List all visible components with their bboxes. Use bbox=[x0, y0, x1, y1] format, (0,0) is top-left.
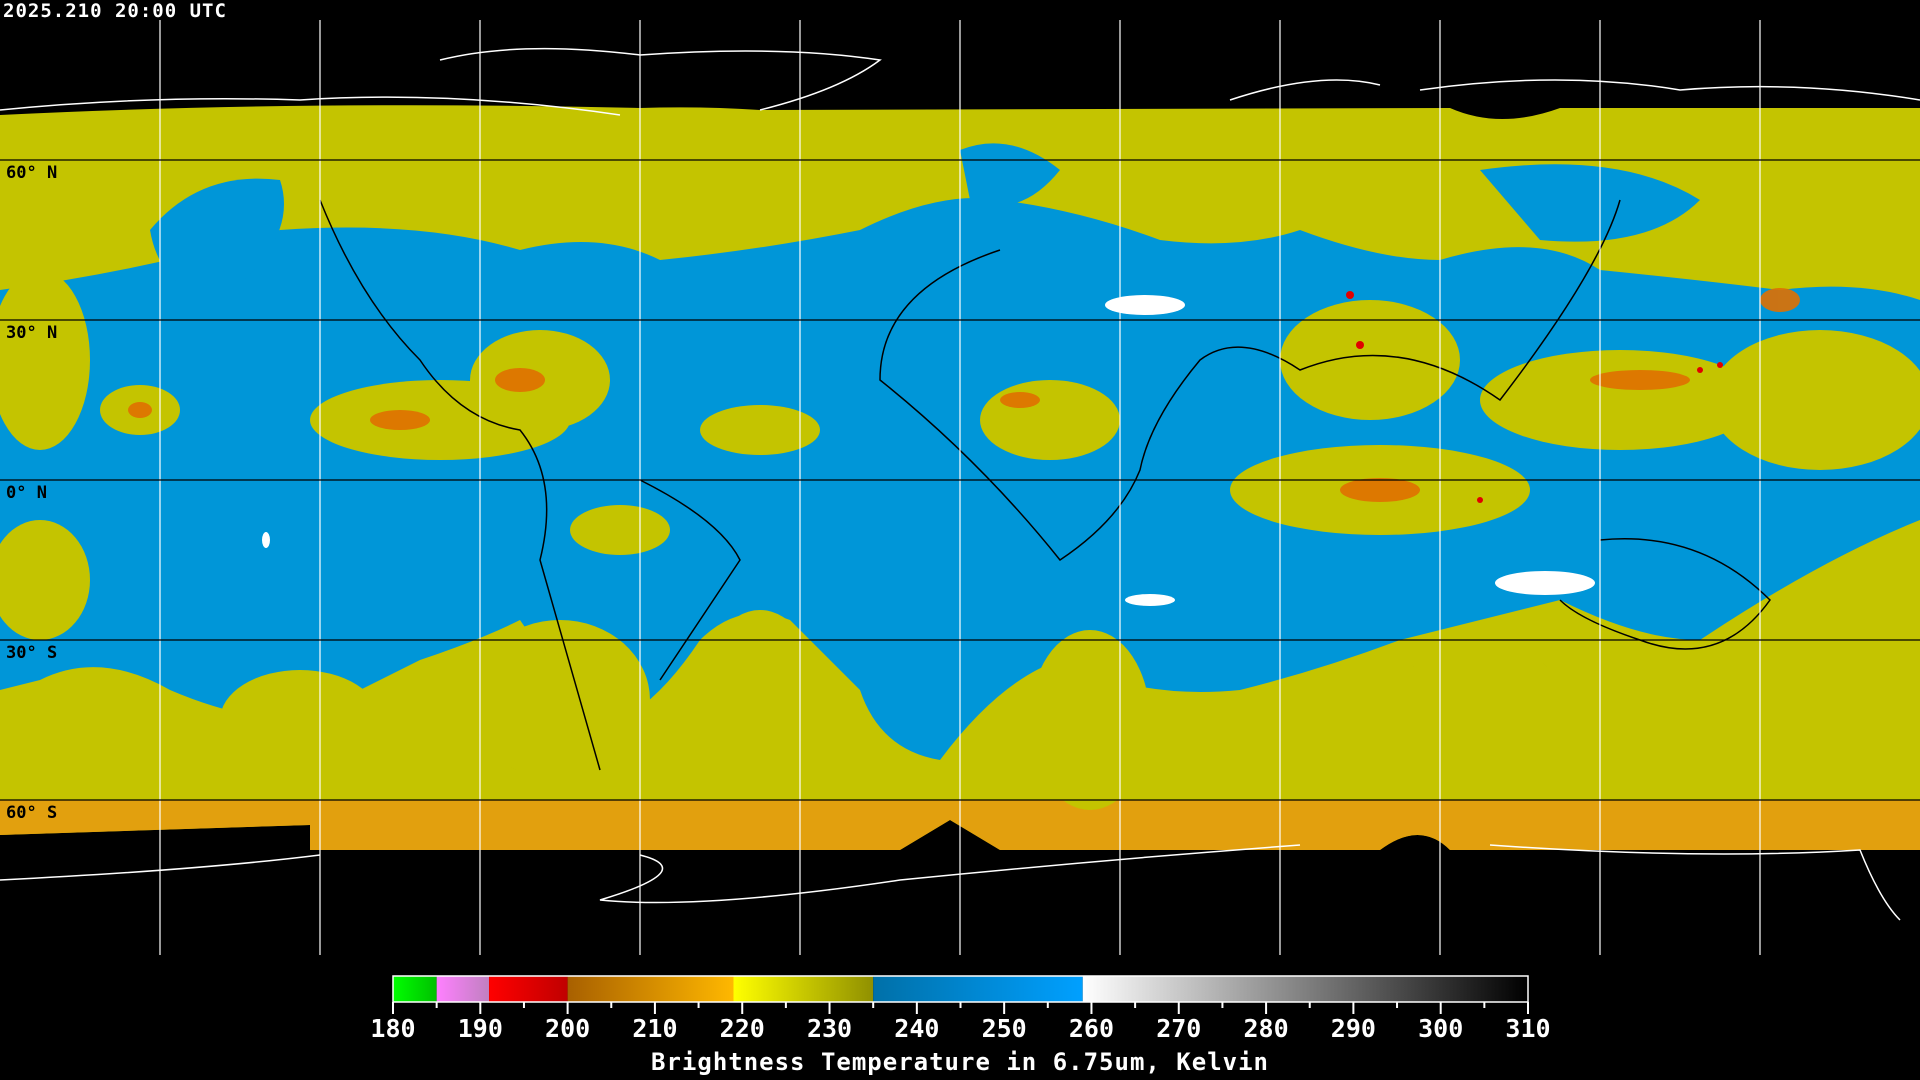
lat-label-60s: 60° S bbox=[6, 803, 58, 823]
cloud-clusters bbox=[0, 270, 1920, 810]
colorbar-tick-label: 190 bbox=[457, 1014, 503, 1043]
colorbar-tick-label: 310 bbox=[1505, 1014, 1551, 1043]
colorbar-tick-label: 260 bbox=[1068, 1014, 1115, 1043]
lat-label-0: 0° N bbox=[6, 483, 47, 503]
colorbar-tick-label: 230 bbox=[806, 1014, 853, 1043]
colorbar-tick-label: 270 bbox=[1156, 1014, 1202, 1043]
water-vapor-map bbox=[0, 20, 1920, 955]
coastlines bbox=[0, 47, 1920, 921]
colorbar-tick-label: 200 bbox=[545, 1014, 591, 1043]
colorbar-tick-label: 240 bbox=[894, 1014, 940, 1043]
colorbar-segment bbox=[567, 976, 734, 1002]
colorbar-tick-label: 250 bbox=[981, 1014, 1027, 1043]
colorbar bbox=[392, 975, 1529, 1014]
colorbar-tick-label: 300 bbox=[1418, 1014, 1464, 1043]
colorbar-segment bbox=[393, 976, 437, 1002]
colorbar-title: Brightness Temperature in 6.75um, Kelvin bbox=[651, 1048, 1269, 1076]
lat-lon-grid bbox=[0, 20, 1920, 955]
cold-tops bbox=[128, 288, 1800, 502]
colorbar-segment bbox=[873, 976, 1083, 1002]
timestamp: 2025.210 20:00 UTC bbox=[3, 0, 227, 22]
lat-label-30s: 30° S bbox=[6, 643, 58, 663]
colorbar-tick-label: 210 bbox=[632, 1014, 678, 1043]
colorbar-tick-label: 180 bbox=[370, 1014, 416, 1043]
lat-label-60n: 60° N bbox=[6, 163, 58, 183]
colorbar-tick-label: 290 bbox=[1330, 1014, 1376, 1043]
colorbar-segment bbox=[489, 976, 568, 1002]
extreme-cold-tops bbox=[1346, 291, 1723, 503]
colorbar-tick-label: 220 bbox=[719, 1014, 765, 1043]
colorbar-segment bbox=[1082, 976, 1528, 1002]
dry-regions bbox=[262, 295, 1595, 606]
lat-label-30n: 30° N bbox=[6, 323, 58, 343]
colorbar-segment bbox=[436, 976, 490, 1002]
colorbar-tick-label: 280 bbox=[1243, 1014, 1289, 1043]
colorbar-segment bbox=[733, 976, 874, 1002]
